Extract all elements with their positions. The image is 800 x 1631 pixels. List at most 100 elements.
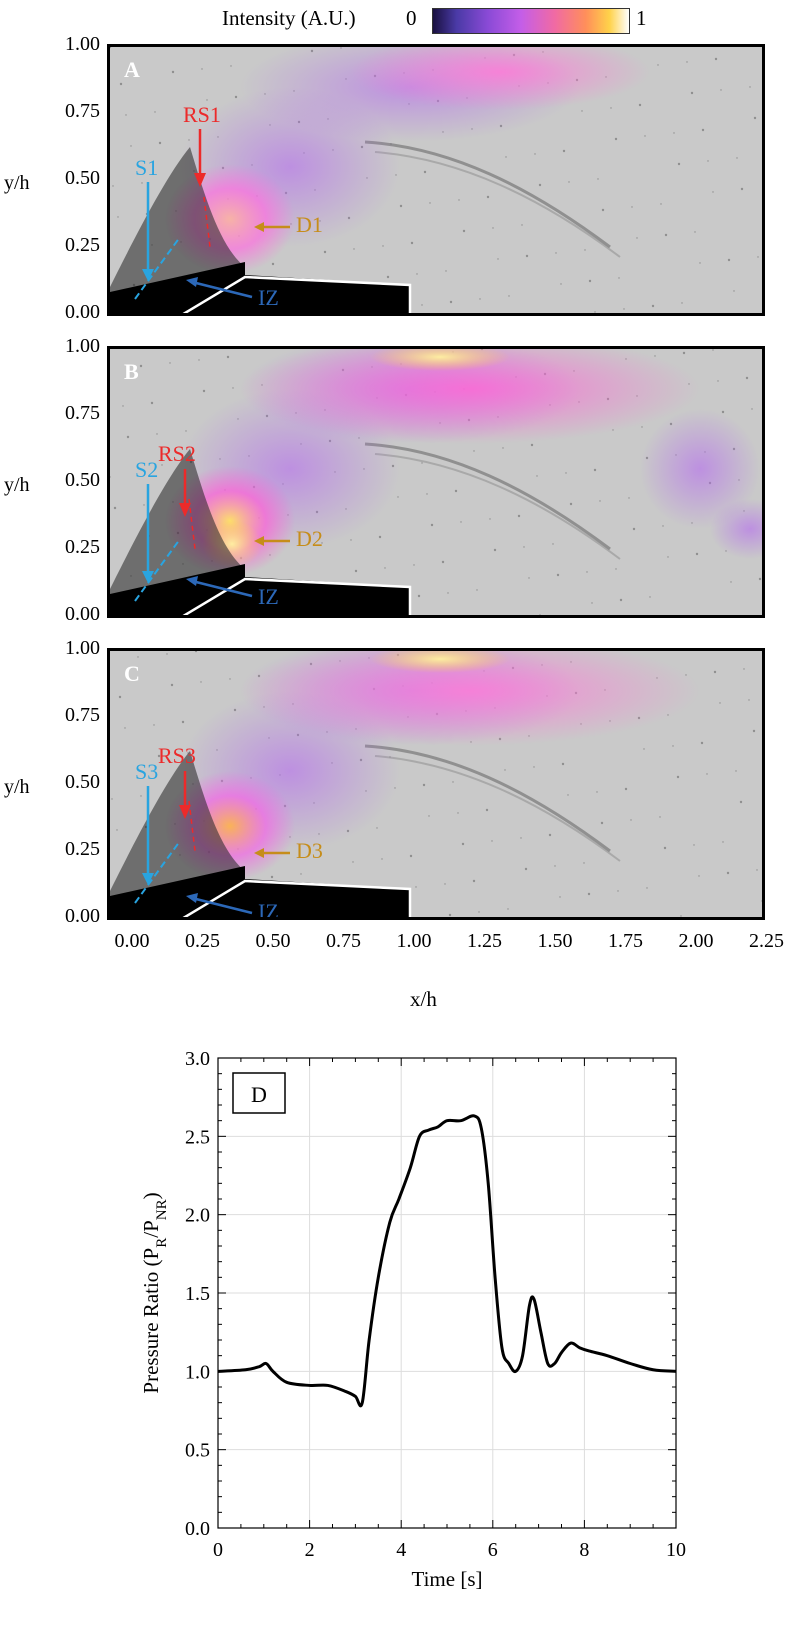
- background-speckle: [415, 886, 417, 888]
- background-speckle: [533, 766, 535, 768]
- background-speckle: [171, 70, 175, 74]
- background-speckle: [111, 798, 113, 800]
- image-x-tick-label: 0.25: [185, 930, 220, 952]
- background-speckle: [507, 908, 509, 910]
- background-speckle: [554, 865, 556, 867]
- background-speckle: [677, 162, 681, 166]
- background-speckle: [426, 493, 428, 495]
- image-y-tick-label: 0.25: [65, 838, 100, 860]
- background-speckle: [200, 681, 202, 683]
- background-speckle: [588, 279, 592, 283]
- interaction-zone-label: IZ: [258, 584, 279, 609]
- shock-streak: [374, 151, 621, 258]
- background-speckle: [548, 833, 552, 837]
- background-speckle: [226, 355, 230, 359]
- background-speckle: [452, 781, 454, 783]
- shock-streak: [374, 755, 621, 862]
- background-speckle: [556, 573, 560, 577]
- background-speckle: [112, 185, 114, 187]
- background-speckle: [158, 141, 162, 145]
- chart-y-axis-label: Pressure Ratio (PR/PNR): [139, 1192, 170, 1393]
- background-speckle: [581, 110, 583, 112]
- shock-label: S3: [135, 759, 158, 784]
- colorbar-max-label: 1: [636, 6, 647, 30]
- background-speckle: [270, 875, 274, 879]
- background-speckle: [534, 153, 536, 155]
- chart-x-tick-label: 0: [213, 1539, 223, 1561]
- background-speckle: [726, 871, 730, 875]
- background-speckle: [194, 651, 198, 653]
- colorbar-gradient: [432, 8, 630, 34]
- background-speckle: [423, 170, 427, 174]
- background-speckle: [717, 380, 719, 382]
- background-speckle: [560, 283, 562, 285]
- background-speckle: [630, 819, 632, 821]
- density-arrow-head: [254, 536, 264, 546]
- reflected-shock-arrow-head: [194, 173, 206, 187]
- chart-x-tick-label: 6: [488, 1539, 498, 1561]
- background-speckle: [706, 773, 708, 775]
- chart-x-tick-label: 2: [305, 1539, 315, 1561]
- background-speckle: [762, 287, 763, 288]
- background-speckle: [271, 262, 275, 266]
- background-speckle: [707, 160, 709, 162]
- background-speckle: [617, 890, 619, 892]
- background-speckle: [745, 376, 749, 380]
- background-speckle: [730, 581, 732, 583]
- background-speckle: [119, 82, 123, 86]
- background-speckle: [384, 567, 386, 569]
- chart-x-tick-label: 4: [396, 1539, 406, 1561]
- background-speckle: [761, 900, 762, 902]
- background-speckle: [596, 791, 598, 793]
- background-speckle: [735, 770, 737, 772]
- background-speckle: [757, 256, 759, 258]
- background-speckle: [657, 64, 659, 66]
- background-speckle: [422, 783, 426, 787]
- schlieren-panel-c: C S3 RS3 D3 IZ: [107, 648, 765, 920]
- interaction-zone-label: IZ: [258, 285, 279, 310]
- background-speckle: [714, 57, 718, 61]
- image-x-tick-label: 2.00: [678, 930, 714, 952]
- background-speckle: [137, 656, 139, 658]
- shock-streak: [364, 442, 611, 551]
- density-label: D3: [296, 838, 323, 863]
- image-x-tick-label: 1.25: [467, 930, 502, 952]
- background-speckle: [441, 560, 445, 564]
- background-speckle: [712, 191, 714, 193]
- background-speckle: [662, 525, 664, 527]
- background-speckle: [753, 116, 757, 120]
- background-speckle: [758, 577, 762, 581]
- background-speckle: [461, 842, 465, 846]
- background-speckle: [410, 241, 414, 245]
- background-speckle: [555, 252, 557, 254]
- background-speckle: [597, 178, 599, 180]
- chart-x-axis-label: Time [s]: [412, 1567, 483, 1591]
- background-speckle: [713, 670, 717, 674]
- background-speckle: [232, 387, 234, 389]
- pressure-ratio-chart: 0 2 4 6 8 10 0.0 0.5 1.0 1.5 2.0 2.5 3.0 Time [s] Pres…: [139, 1048, 686, 1591]
- background-speckle: [672, 745, 674, 747]
- background-speckle: [682, 351, 686, 355]
- background-speckle: [382, 245, 384, 247]
- pressure-ratio-series-line: [217, 1114, 677, 1408]
- background-speckle: [417, 594, 421, 598]
- background-speckle: [110, 47, 112, 49]
- background-speckle: [458, 199, 460, 201]
- background-speckle: [201, 68, 203, 70]
- background-speckle: [485, 808, 489, 812]
- background-speckle: [521, 224, 523, 226]
- image-y-tick-label: 1.00: [65, 335, 100, 357]
- background-speckle: [486, 195, 490, 199]
- background-speckle: [739, 800, 743, 804]
- background-speckle: [623, 308, 625, 310]
- chart-y-tick-label: 0.0: [185, 1518, 210, 1540]
- interaction-zone-arrow: [191, 896, 253, 915]
- background-speckle: [198, 359, 200, 361]
- chart-y-tick-label: 2.0: [185, 1205, 210, 1227]
- background-speckle: [143, 504, 145, 506]
- background-speckle: [421, 462, 423, 464]
- background-speckle: [416, 273, 418, 275]
- background-speckle: [202, 389, 206, 393]
- shock-dashed-line: [134, 236, 181, 300]
- image-y-tick-label: 0.50: [65, 167, 100, 189]
